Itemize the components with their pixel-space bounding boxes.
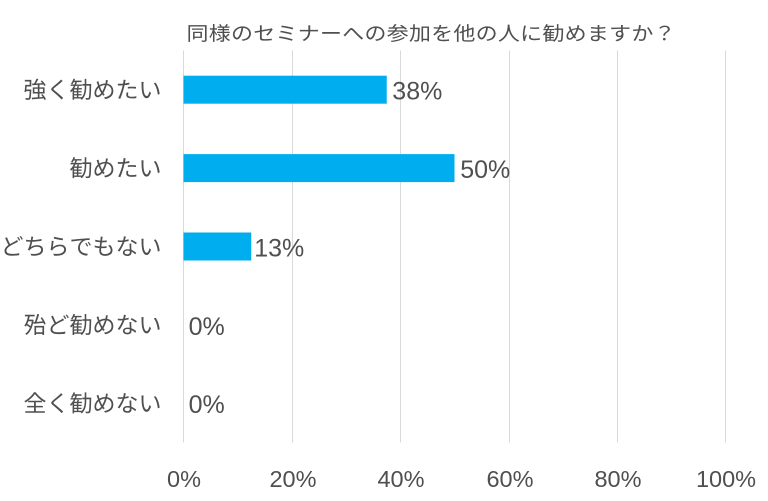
svg-text:20%: 20% xyxy=(269,466,316,492)
svg-text:0%: 0% xyxy=(189,313,225,341)
svg-text:50%: 50% xyxy=(460,156,510,184)
svg-text:100%: 100% xyxy=(696,466,756,492)
svg-text:80%: 80% xyxy=(594,466,641,492)
svg-text:13%: 13% xyxy=(254,234,304,262)
svg-text:0%: 0% xyxy=(167,466,201,492)
svg-text:60%: 60% xyxy=(486,466,533,492)
svg-text:40%: 40% xyxy=(377,466,424,492)
svg-text:38%: 38% xyxy=(392,78,442,106)
svg-text:0%: 0% xyxy=(189,391,225,419)
